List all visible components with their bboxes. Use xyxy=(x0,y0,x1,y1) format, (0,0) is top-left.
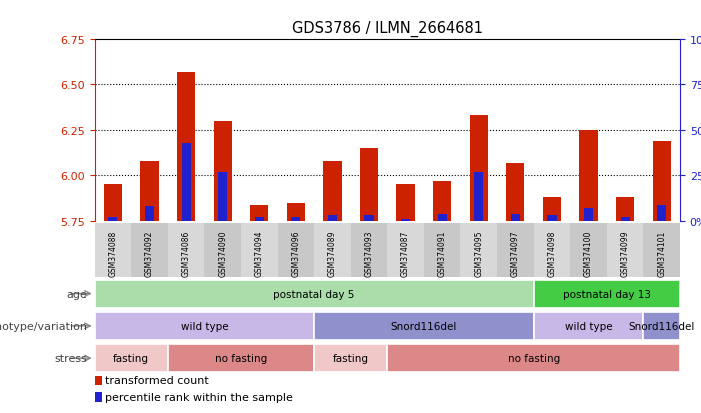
Text: stress: stress xyxy=(55,353,88,363)
Bar xyxy=(644,223,680,277)
Text: no fasting: no fasting xyxy=(215,353,267,363)
Bar xyxy=(653,141,671,221)
Bar xyxy=(533,223,570,277)
Bar xyxy=(214,121,232,221)
Bar xyxy=(131,223,168,277)
Bar xyxy=(140,161,158,221)
Bar xyxy=(657,205,666,221)
Bar xyxy=(424,223,461,277)
Bar xyxy=(314,223,350,277)
Text: wild type: wild type xyxy=(565,321,613,331)
Bar xyxy=(616,198,634,221)
Bar xyxy=(168,223,205,277)
Bar xyxy=(182,143,191,221)
Text: age: age xyxy=(67,289,88,299)
Bar xyxy=(401,220,410,221)
Bar xyxy=(584,209,593,221)
Text: genotype/variation: genotype/variation xyxy=(0,321,88,331)
Bar xyxy=(254,218,264,221)
Text: GSM374095: GSM374095 xyxy=(475,230,483,276)
Bar xyxy=(145,207,154,221)
Text: wild type: wild type xyxy=(181,321,229,331)
Text: GSM374094: GSM374094 xyxy=(254,230,264,276)
Bar xyxy=(433,181,451,221)
Text: Snord116del: Snord116del xyxy=(390,321,457,331)
Bar xyxy=(474,172,483,221)
Bar xyxy=(109,218,118,221)
Text: postnatal day 13: postnatal day 13 xyxy=(563,289,651,299)
Bar xyxy=(607,223,644,277)
Bar xyxy=(437,214,447,221)
Bar xyxy=(205,223,241,277)
Bar xyxy=(461,223,497,277)
Bar xyxy=(350,223,387,277)
Bar xyxy=(470,116,488,221)
Text: GSM374097: GSM374097 xyxy=(511,230,520,276)
Bar xyxy=(104,185,122,221)
Bar xyxy=(292,218,301,221)
Text: Snord116del: Snord116del xyxy=(629,321,695,331)
Text: transformed count: transformed count xyxy=(105,375,209,385)
Title: GDS3786 / ILMN_2664681: GDS3786 / ILMN_2664681 xyxy=(292,21,483,37)
Bar xyxy=(497,223,533,277)
Text: GSM374091: GSM374091 xyxy=(437,230,447,276)
Text: GSM374092: GSM374092 xyxy=(145,230,154,276)
Bar xyxy=(95,344,168,372)
Bar xyxy=(388,223,424,277)
Bar xyxy=(547,216,557,221)
Bar xyxy=(278,223,314,277)
Bar xyxy=(287,203,305,221)
Bar xyxy=(533,280,680,308)
Bar xyxy=(644,312,680,340)
Text: no fasting: no fasting xyxy=(508,353,560,363)
Bar xyxy=(620,218,629,221)
Text: GSM374086: GSM374086 xyxy=(182,230,191,276)
Text: GSM374093: GSM374093 xyxy=(365,230,374,276)
Bar xyxy=(506,163,524,221)
Text: fasting: fasting xyxy=(333,353,369,363)
Bar xyxy=(511,214,520,221)
Bar xyxy=(360,149,378,221)
Text: fasting: fasting xyxy=(114,353,149,363)
Bar xyxy=(314,344,387,372)
Bar xyxy=(533,312,644,340)
Bar xyxy=(95,223,131,277)
Bar xyxy=(95,376,102,385)
Bar xyxy=(250,205,268,221)
Bar xyxy=(570,223,607,277)
Bar xyxy=(388,344,680,372)
Text: GSM374087: GSM374087 xyxy=(401,230,410,276)
Text: GSM374099: GSM374099 xyxy=(620,230,629,276)
Text: percentile rank within the sample: percentile rank within the sample xyxy=(105,392,293,402)
Bar xyxy=(218,172,227,221)
Text: GSM374098: GSM374098 xyxy=(547,230,557,276)
Text: GSM374090: GSM374090 xyxy=(218,230,227,276)
Text: GSM374101: GSM374101 xyxy=(657,230,666,276)
Bar xyxy=(397,185,415,221)
Bar xyxy=(95,392,102,401)
Text: GSM374100: GSM374100 xyxy=(584,230,593,276)
Bar xyxy=(95,312,314,340)
Bar xyxy=(323,161,341,221)
Bar xyxy=(168,344,314,372)
Bar xyxy=(314,312,533,340)
Bar xyxy=(543,198,561,221)
Text: GSM374096: GSM374096 xyxy=(292,230,300,276)
Bar xyxy=(241,223,278,277)
Bar xyxy=(177,72,196,221)
Text: GSM374088: GSM374088 xyxy=(109,230,118,276)
Bar xyxy=(579,131,598,221)
Bar xyxy=(365,216,374,221)
Text: GSM374089: GSM374089 xyxy=(328,230,337,276)
Bar xyxy=(328,216,337,221)
Text: postnatal day 5: postnatal day 5 xyxy=(273,289,355,299)
Bar xyxy=(95,280,533,308)
